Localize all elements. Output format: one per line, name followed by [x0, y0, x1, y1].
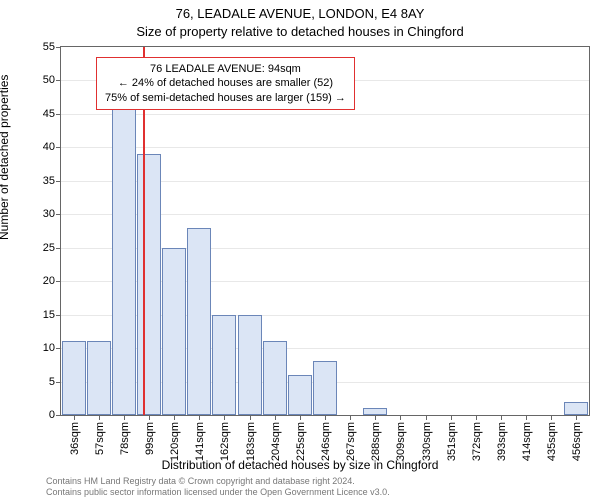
x-tick-mark	[576, 415, 577, 420]
x-tick-mark	[325, 415, 326, 420]
y-tick-mark	[56, 281, 61, 282]
x-tick-label: 351sqm	[444, 422, 458, 482]
x-tick-label: 456sqm	[569, 422, 583, 482]
annotation-line: 75% of semi-detached houses are larger (…	[105, 91, 346, 105]
y-tick-mark	[56, 181, 61, 182]
x-tick-label: 204sqm	[268, 422, 282, 482]
plot-area: 051015202530354045505536sqm57sqm78sqm99s…	[60, 46, 590, 416]
histogram-bar	[564, 402, 588, 415]
x-tick-label: 162sqm	[217, 422, 231, 482]
x-tick-mark	[250, 415, 251, 420]
x-tick-label: 372sqm	[469, 422, 483, 482]
x-tick-mark	[199, 415, 200, 420]
x-tick-label: 78sqm	[117, 422, 131, 482]
y-tick-mark	[56, 248, 61, 249]
x-axis-label: Distribution of detached houses by size …	[0, 458, 600, 472]
x-tick-label: 99sqm	[142, 422, 156, 482]
x-tick-label: 393sqm	[494, 422, 508, 482]
x-tick-mark	[476, 415, 477, 420]
x-tick-label: 120sqm	[167, 422, 181, 482]
x-tick-mark	[350, 415, 351, 420]
y-tick-mark	[56, 315, 61, 316]
y-tick-mark	[56, 114, 61, 115]
x-tick-mark	[99, 415, 100, 420]
y-tick-mark	[56, 415, 61, 416]
histogram-bar	[137, 154, 161, 415]
x-tick-label: 288sqm	[368, 422, 382, 482]
x-tick-mark	[224, 415, 225, 420]
x-tick-mark	[124, 415, 125, 420]
x-tick-label: 183sqm	[243, 422, 257, 482]
chart-container: 76, LEADALE AVENUE, LONDON, E4 8AY Size …	[0, 0, 600, 500]
histogram-bar	[212, 315, 236, 415]
chart-title-main: 76, LEADALE AVENUE, LONDON, E4 8AY	[0, 6, 600, 21]
x-tick-mark	[375, 415, 376, 420]
histogram-bar	[62, 341, 86, 415]
x-tick-label: 141sqm	[192, 422, 206, 482]
x-tick-label: 57sqm	[92, 422, 106, 482]
x-tick-mark	[149, 415, 150, 420]
histogram-bar	[87, 341, 111, 415]
attribution-line2: Contains public sector information licen…	[46, 487, 390, 497]
grid-line	[61, 114, 589, 115]
x-tick-mark	[275, 415, 276, 420]
histogram-bar	[112, 87, 136, 415]
grid-line	[61, 147, 589, 148]
annotation-line: ← 24% of detached houses are smaller (52…	[105, 76, 346, 90]
histogram-bar	[238, 315, 262, 415]
x-tick-label: 435sqm	[544, 422, 558, 482]
y-tick-mark	[56, 214, 61, 215]
histogram-bar	[162, 248, 186, 415]
histogram-bar	[288, 375, 312, 415]
y-tick-mark	[56, 348, 61, 349]
x-tick-label: 246sqm	[318, 422, 332, 482]
histogram-bar	[263, 341, 287, 415]
x-tick-mark	[551, 415, 552, 420]
y-tick-mark	[56, 382, 61, 383]
x-tick-mark	[174, 415, 175, 420]
histogram-bar	[187, 228, 211, 415]
x-tick-mark	[526, 415, 527, 420]
x-tick-mark	[400, 415, 401, 420]
x-tick-label: 309sqm	[393, 422, 407, 482]
x-tick-mark	[451, 415, 452, 420]
y-axis-label: Number of detached properties	[0, 75, 11, 240]
chart-title-sub: Size of property relative to detached ho…	[0, 24, 600, 39]
x-tick-label: 36sqm	[67, 422, 81, 482]
x-tick-label: 330sqm	[419, 422, 433, 482]
histogram-bar	[313, 361, 337, 415]
annotation-line: 76 LEADALE AVENUE: 94sqm	[105, 62, 346, 76]
x-tick-label: 225sqm	[293, 422, 307, 482]
y-tick-mark	[56, 47, 61, 48]
x-tick-mark	[501, 415, 502, 420]
x-tick-mark	[74, 415, 75, 420]
x-tick-label: 267sqm	[343, 422, 357, 482]
attribution-line1: Contains HM Land Registry data © Crown c…	[46, 476, 355, 486]
x-tick-mark	[426, 415, 427, 420]
y-tick-mark	[56, 80, 61, 81]
y-tick-mark	[56, 147, 61, 148]
histogram-bar	[363, 408, 387, 415]
x-tick-mark	[300, 415, 301, 420]
x-tick-label: 414sqm	[519, 422, 533, 482]
attribution-text: Contains HM Land Registry data © Crown c…	[0, 476, 600, 498]
annotation-box: 76 LEADALE AVENUE: 94sqm← 24% of detache…	[96, 57, 355, 110]
